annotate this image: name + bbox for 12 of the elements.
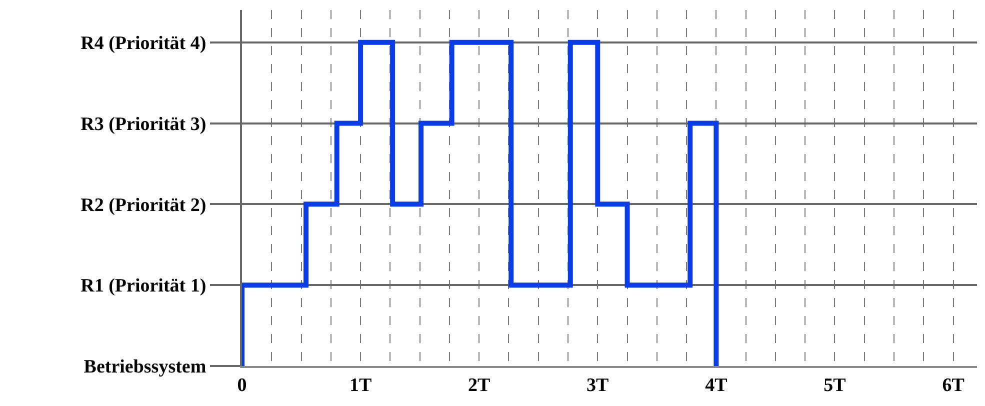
text: R2 (Priorität 2) [80,194,206,216]
x-tick-label: 3T [586,374,610,396]
x-tick-label: 4T [705,374,728,396]
x-tick-label: 6T [942,374,965,396]
x-tick-label: 0 [237,374,247,396]
text: R1 (Priorität 1) [80,276,206,297]
x-tick-label: 2T [468,374,491,396]
text: R3 (Priorität 3) [80,114,206,135]
text: Betriebssystem [84,356,206,378]
x-tick-label: 1T [349,374,372,396]
text: R4 (Priorität 4) [80,33,206,54]
x-tick-label: 5T [824,374,846,396]
